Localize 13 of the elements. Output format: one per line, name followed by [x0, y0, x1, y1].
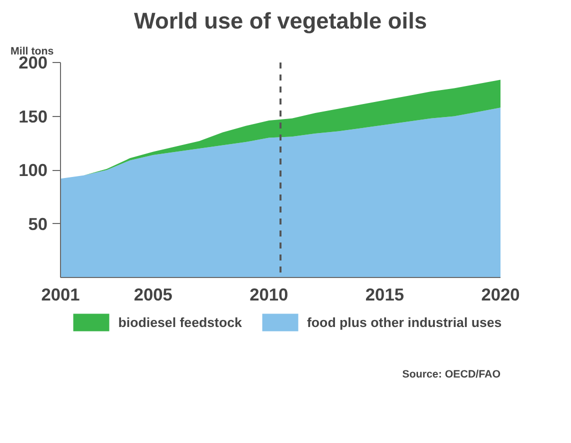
legend-label: biodiesel feedstock	[118, 314, 242, 330]
x-tick-label: 2020	[481, 284, 520, 304]
source-note: Source: OECD/FAO	[402, 368, 501, 380]
x-tick-label: 2015	[365, 284, 404, 304]
legend-label: food plus other industrial uses	[306, 314, 502, 330]
chart-title: World use of vegetable oils	[134, 8, 427, 34]
y-tick-label: 100	[18, 160, 48, 180]
x-tick-label: 2010	[250, 284, 288, 304]
y-tick-label: 150	[18, 106, 48, 126]
y-tick-label: 50	[28, 214, 48, 234]
x-tick-label: 2001	[41, 284, 80, 304]
x-tick-label: 2005	[134, 284, 173, 304]
y-axis-title: Mill tons	[10, 46, 54, 58]
